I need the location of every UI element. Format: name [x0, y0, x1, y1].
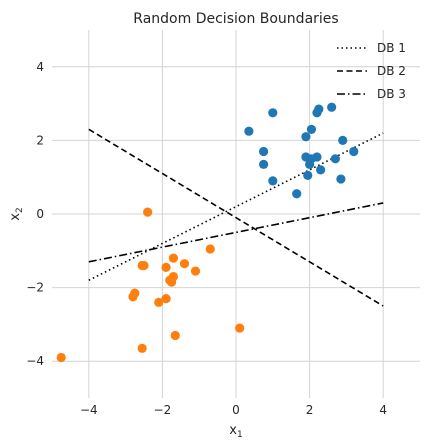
- scatter-point: [312, 152, 321, 161]
- scatter-point: [128, 292, 137, 301]
- scatter-point: [301, 132, 310, 141]
- scatter-point: [235, 323, 244, 332]
- scatter-point: [191, 266, 200, 275]
- y-tick-label: 2: [36, 133, 44, 147]
- scatter-point: [143, 208, 152, 217]
- scatter-point: [169, 254, 178, 263]
- legend-label: DB 2: [377, 64, 406, 78]
- scatter-point: [167, 277, 176, 286]
- y-tick-label: −2: [26, 281, 44, 295]
- y-tick-label: −4: [26, 354, 44, 368]
- scatter-point: [161, 263, 170, 272]
- scatter-point: [331, 154, 340, 163]
- scatter-point: [268, 108, 277, 117]
- scatter-point: [305, 160, 314, 169]
- scatter-point: [259, 160, 268, 169]
- scatter-point: [171, 331, 180, 340]
- scatter-point: [336, 174, 345, 183]
- scatter-point: [316, 165, 325, 174]
- scatter-point: [349, 147, 358, 156]
- scatter-point: [292, 189, 301, 198]
- scatter-point: [138, 344, 147, 353]
- scatter-point: [303, 171, 312, 180]
- x-tick-label: 0: [232, 403, 240, 417]
- x-tick-label: 4: [379, 403, 387, 417]
- y-tick-label: 0: [36, 207, 44, 221]
- scatter-point: [327, 103, 336, 112]
- scatter-point: [206, 244, 215, 253]
- scatter-point: [57, 353, 66, 362]
- scatter-point: [244, 127, 253, 136]
- x-tick-label: −2: [154, 403, 172, 417]
- legend-label: DB 3: [377, 87, 406, 101]
- scatter-point: [268, 176, 277, 185]
- scatter-point: [154, 298, 163, 307]
- scatter-point: [139, 261, 148, 270]
- scatter-point: [312, 108, 321, 117]
- scatter-point: [338, 136, 347, 145]
- x-tick-label: 2: [306, 403, 314, 417]
- scatter-point: [180, 259, 189, 268]
- scatter-point: [307, 125, 316, 134]
- y-tick-label: 4: [36, 60, 44, 74]
- x-tick-label: −4: [80, 403, 98, 417]
- x-axis-label: x1: [229, 423, 242, 440]
- scatter-point: [259, 147, 268, 156]
- chart-title: Random Decision Boundaries: [133, 11, 338, 27]
- y-axis-label: x2: [8, 207, 25, 220]
- legend-label: DB 1: [377, 41, 406, 55]
